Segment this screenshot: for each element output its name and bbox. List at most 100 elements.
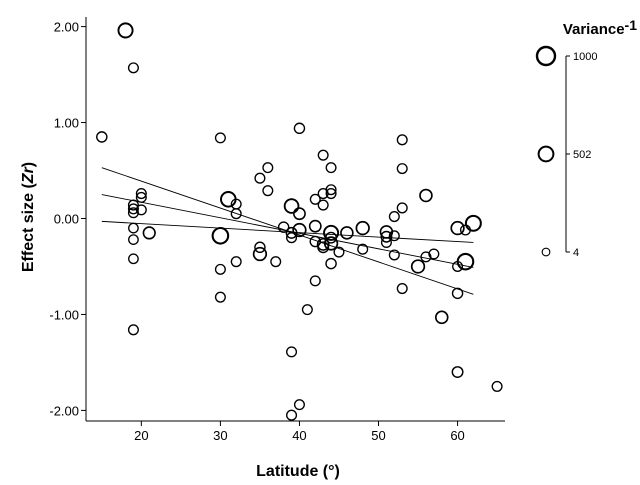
data-point — [230, 256, 242, 268]
legend-label: 502 — [573, 149, 591, 161]
data-point — [340, 226, 354, 240]
data-point — [135, 191, 147, 203]
data-point — [410, 259, 426, 274]
data-point — [325, 162, 337, 174]
data-point — [434, 310, 449, 325]
y-axis-title-italic: Zr — [20, 166, 37, 184]
data-point — [293, 399, 305, 411]
data-point — [252, 246, 268, 262]
data-point — [325, 231, 338, 244]
data-point — [128, 253, 139, 265]
y-tick-label: 0.00 — [54, 212, 79, 227]
data-point — [214, 263, 226, 275]
data-point — [317, 241, 330, 254]
data-point — [301, 304, 313, 316]
data-point — [380, 236, 392, 249]
legend: Variance-1 1000 502 4 — [535, 17, 637, 259]
data-point — [325, 257, 337, 270]
x-tick-label: 20 — [134, 428, 148, 443]
legend-items: 1000 502 4 — [535, 45, 597, 259]
data-point — [456, 252, 475, 271]
data-point — [117, 22, 134, 39]
data-point — [127, 199, 139, 211]
data-point — [127, 324, 139, 336]
data-point — [316, 238, 330, 251]
data-points — [96, 22, 503, 421]
x-tick-label: 30 — [213, 428, 227, 443]
legend-title: Variance-1 — [563, 17, 637, 38]
y-tick-label: -2.00 — [49, 403, 79, 418]
data-point — [317, 149, 329, 161]
y-axis-title: Effect size (Zr) — [20, 162, 37, 272]
data-point — [277, 221, 290, 233]
x-tick-label: 50 — [371, 428, 385, 443]
data-point — [127, 62, 139, 74]
data-point — [142, 226, 156, 240]
data-point — [380, 230, 393, 243]
data-point — [214, 132, 226, 144]
data-point — [333, 246, 345, 258]
data-point — [419, 188, 433, 203]
data-point — [325, 184, 337, 196]
data-point — [286, 409, 298, 421]
legend-symbol — [537, 145, 555, 163]
y-axis-title-close: ) — [20, 162, 37, 167]
legend-label: 1000 — [573, 51, 597, 63]
data-point — [396, 163, 408, 175]
data-point — [388, 249, 400, 261]
y-axis-title-main: Effect size ( — [20, 183, 37, 273]
data-point — [254, 241, 266, 254]
data-point — [230, 208, 242, 220]
data-point — [283, 198, 300, 214]
regression-line — [101, 167, 474, 295]
data-point — [396, 283, 408, 295]
data-point — [262, 185, 274, 197]
data-point — [451, 366, 464, 378]
data-point — [292, 222, 307, 238]
data-point — [135, 188, 147, 200]
data-point — [450, 220, 465, 236]
legend-title-main: Variance — [563, 21, 625, 38]
x-tick-label: 60 — [450, 428, 464, 443]
data-point — [464, 214, 482, 232]
y-tick-label: 2.00 — [54, 20, 79, 35]
y-tick-label: -1.00 — [49, 307, 79, 322]
data-point — [214, 291, 226, 303]
data-point — [262, 162, 274, 174]
data-point — [128, 222, 139, 234]
data-point — [286, 346, 298, 358]
data-point — [317, 199, 329, 211]
legend-title-superscript: -1 — [625, 17, 638, 33]
data-point — [396, 202, 408, 214]
x-axis-title: Latitude (°) — [256, 463, 340, 480]
data-point — [325, 188, 337, 200]
y-tick-label: 1.00 — [54, 116, 79, 131]
data-point — [128, 234, 139, 245]
data-point — [308, 219, 322, 233]
data-point — [491, 380, 503, 392]
data-point — [309, 193, 321, 205]
data-point — [293, 122, 306, 135]
regression-lines — [101, 167, 474, 295]
data-point — [309, 275, 321, 287]
data-point — [127, 203, 139, 215]
data-point — [388, 230, 400, 242]
legend-label: 4 — [573, 247, 579, 259]
data-point — [211, 226, 230, 245]
data-point — [254, 172, 266, 184]
data-point — [135, 204, 147, 216]
data-point — [355, 220, 370, 236]
data-point — [230, 198, 242, 210]
data-point — [396, 134, 408, 146]
data-point — [451, 287, 464, 300]
data-point — [388, 211, 400, 223]
data-point — [286, 232, 298, 244]
data-point — [96, 131, 108, 143]
axes: 20 30 40 50 60 2.00 1.00 0.00 -1.00 -2.00 — [49, 17, 505, 443]
data-point — [270, 256, 282, 268]
data-point — [357, 243, 369, 255]
regression-line — [101, 220, 474, 243]
data-point — [293, 207, 306, 221]
x-tick-label: 40 — [292, 428, 306, 443]
